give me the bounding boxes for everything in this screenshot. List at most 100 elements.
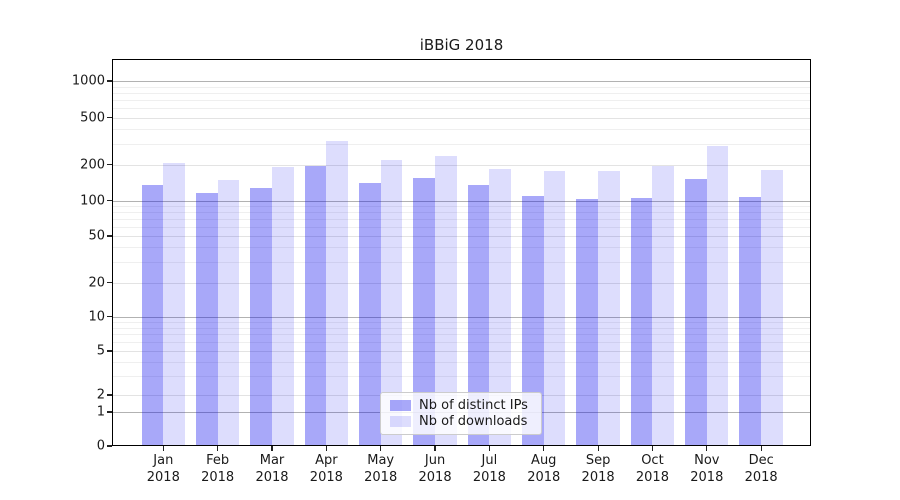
legend-item-downloads: Nb of downloads: [390, 414, 532, 429]
x-tick-mark: [543, 446, 545, 451]
x-tick-mark: [434, 446, 436, 451]
legend-label-distinct-ips: Nb of distinct IPs: [419, 397, 528, 413]
minor-gridline: [112, 321, 811, 323]
y-tick-label: 20: [88, 275, 105, 290]
y-tick-mark: [107, 394, 112, 396]
major-gridline: [112, 316, 811, 318]
bar-distinct-ips-jul: [467, 184, 490, 446]
minor-gridline: [112, 205, 811, 207]
x-tick-label-sep: Sep 2018: [581, 453, 615, 485]
minor-gridline: [112, 117, 811, 119]
bar-downloads-jan: [163, 162, 185, 446]
minor-gridline: [112, 375, 811, 377]
y-tick-label: 10: [88, 309, 105, 324]
y-tick-mark: [107, 163, 112, 166]
y-tick-label: 100: [80, 193, 105, 208]
x-tick-mark: [162, 446, 164, 451]
minor-gridline: [112, 107, 811, 109]
minor-gridline: [112, 247, 811, 249]
y-tick-mark: [107, 411, 112, 413]
y-tick-label: 2: [96, 387, 105, 403]
y-tick-mark: [107, 350, 112, 352]
minor-gridline: [112, 99, 811, 101]
y-tick-label: 1000: [71, 73, 105, 89]
major-gridline: [112, 81, 811, 82]
x-tick-label-jan: Jan 2018: [146, 453, 180, 485]
x-tick-label-mar: Mar 2018: [255, 453, 289, 485]
minor-gridline: [112, 261, 811, 263]
x-tick-label-apr: Apr 2018: [309, 453, 343, 485]
major-gridline: [112, 200, 811, 202]
bar-distinct-ips-mar: [250, 187, 272, 446]
x-tick-mark: [706, 446, 708, 451]
legend-item-distinct-ips: Nb of distinct IPs: [390, 398, 532, 413]
x-tick-label-may: May 2018: [364, 453, 398, 485]
x-tick-label-nov: Nov 2018: [690, 453, 724, 485]
bar-distinct-ips-jan: [141, 185, 164, 446]
bar-downloads-sep: [598, 170, 620, 446]
minor-gridline: [112, 86, 811, 88]
x-tick-mark: [760, 446, 762, 451]
bar-distinct-ips-dec: [739, 196, 762, 446]
bar-downloads-may: [380, 159, 403, 446]
bar-distinct-ips-feb: [195, 192, 218, 446]
y-tick-mark: [107, 235, 112, 237]
plot-area: [112, 59, 811, 446]
bar-downloads-apr: [326, 141, 349, 446]
bar-distinct-ips-nov: [685, 178, 707, 446]
x-tick-mark: [597, 446, 599, 451]
y-tick-mark: [107, 199, 112, 202]
x-tick-label-jul: Jul 2018: [472, 453, 506, 485]
minor-gridline: [112, 361, 811, 363]
y-tick-mark: [107, 281, 112, 284]
legend-label-downloads: Nb of downloads: [419, 414, 528, 430]
bar-downloads-nov: [706, 145, 729, 446]
bar-distinct-ips-jun: [413, 177, 436, 446]
x-tick-label-dec: Dec 2018: [744, 453, 778, 485]
bar-distinct-ips-may: [359, 183, 381, 446]
y-tick-label: 5: [96, 343, 105, 359]
x-tick-mark: [488, 446, 490, 451]
minor-gridline: [112, 341, 811, 343]
x-tick-label-feb: Feb 2018: [201, 453, 235, 485]
y-tick-label: 1: [96, 404, 105, 420]
minor-gridline: [112, 334, 811, 336]
bar-distinct-ips-apr: [304, 166, 327, 446]
chart-title: iBBiG 2018: [419, 36, 504, 54]
legend: Nb of distinct IPs Nb of downloads: [380, 392, 542, 435]
bar-distinct-ips-sep: [576, 198, 599, 446]
y-tick-label: 0: [96, 438, 105, 454]
minor-gridline: [112, 327, 811, 329]
x-tick-label-oct: Oct 2018: [635, 453, 669, 485]
bar-downloads-jun: [435, 156, 457, 446]
minor-gridline: [112, 143, 811, 145]
x-tick-mark: [380, 446, 382, 451]
minor-gridline: [112, 211, 811, 213]
x-tick-label-aug: Aug 2018: [527, 453, 561, 485]
x-tick-mark: [651, 446, 654, 451]
bar-distinct-ips-oct: [630, 198, 653, 446]
minor-gridline: [112, 164, 811, 166]
minor-gridline: [112, 92, 811, 94]
bar-downloads-oct: [652, 165, 675, 446]
bar-distinct-ips-aug: [522, 195, 544, 446]
x-tick-mark: [217, 446, 219, 451]
y-tick-label: 200: [80, 157, 105, 172]
minor-gridline: [112, 218, 811, 220]
minor-gridline: [112, 351, 811, 352]
y-tick-mark: [107, 80, 112, 82]
y-tick-label: 50: [88, 228, 105, 244]
legend-swatch-downloads: [390, 416, 411, 428]
legend-swatch-distinct-ips: [390, 399, 411, 411]
y-tick-mark: [107, 116, 112, 119]
minor-gridline: [112, 226, 811, 228]
x-tick-mark: [271, 446, 273, 451]
bar-downloads-dec: [761, 169, 783, 446]
y-tick-mark: [107, 315, 112, 318]
bar-downloads-feb: [217, 180, 240, 446]
x-tick-label-jun: Jun 2018: [418, 453, 452, 485]
bar-downloads-aug: [543, 171, 566, 446]
bar-downloads-mar: [272, 166, 294, 446]
bar-downloads-jul: [489, 168, 512, 446]
